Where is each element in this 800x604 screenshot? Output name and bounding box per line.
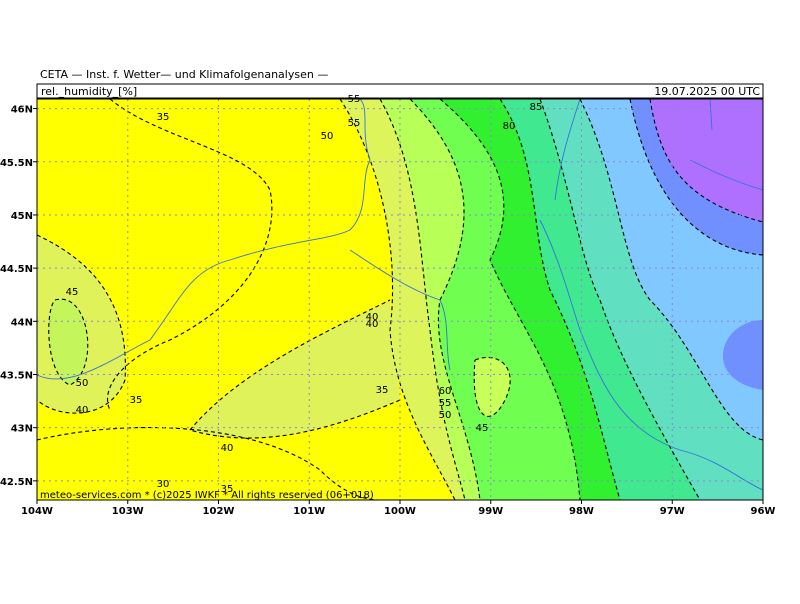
contour-label: 50 xyxy=(439,410,452,421)
y-tick-label: 44N xyxy=(11,317,33,328)
contour-label: 35 xyxy=(157,112,170,123)
contour-label: 55 xyxy=(348,118,361,129)
contour-label: 55 xyxy=(348,94,361,105)
field-name: rel._humidity_[%] xyxy=(41,85,137,98)
y-tick-label: 45.5N xyxy=(0,158,33,169)
contour-label: 45 xyxy=(476,423,489,434)
contour-label: 55 xyxy=(439,398,452,409)
contour-label: 30 xyxy=(157,479,170,490)
header-box xyxy=(36,83,764,99)
contour-label: 50 xyxy=(76,378,89,389)
contour-labels: 35 55 85 50 55 80 45 50 40 35 40 40 35 6… xyxy=(66,94,543,495)
contour-label: 40 xyxy=(366,319,379,330)
contour-label: 40 xyxy=(221,443,234,454)
x-tick-label: 98W xyxy=(569,506,594,517)
map-frame xyxy=(36,98,764,501)
x-tick-label: 96W xyxy=(751,506,776,517)
y-tick-label: 46N xyxy=(11,105,33,116)
contour-label: 35 xyxy=(221,484,234,495)
y-tick-label: 42.5N xyxy=(0,477,33,488)
x-tick-label: 100W xyxy=(384,506,416,517)
title: CETA — Inst. f. Wetter— und Klimafolgena… xyxy=(40,68,328,81)
contour-label: 50 xyxy=(321,131,334,142)
x-tick-label: 103W xyxy=(112,506,144,517)
contour-label: 40 xyxy=(76,405,89,416)
valid-time: 19.07.2025 00 UTC xyxy=(654,85,760,98)
x-tick-label: 104W xyxy=(21,506,53,517)
footer: meteo-services.com * (c)2025 IWKF * All … xyxy=(40,490,374,501)
y-tick-label: 43N xyxy=(11,424,33,435)
contour-label: 35 xyxy=(376,385,389,396)
x-tick-label: 99W xyxy=(478,506,503,517)
contour-label: 40 xyxy=(366,312,379,323)
x-tick-label: 97W xyxy=(660,506,685,517)
contour-label: 45 xyxy=(66,287,79,298)
y-tick-label: 44.5N xyxy=(0,264,33,275)
x-tick-label: 101W xyxy=(293,506,325,517)
y-tick-label: 43.5N xyxy=(0,370,33,381)
humidity-field xyxy=(37,99,763,500)
contour-label: 85 xyxy=(530,102,543,113)
contour-label: 35 xyxy=(130,395,143,406)
contour-label: 60 xyxy=(439,386,452,397)
contour-label: 80 xyxy=(503,121,516,132)
y-tick-label: 45N xyxy=(11,211,33,222)
x-tick-label: 102W xyxy=(203,506,235,517)
